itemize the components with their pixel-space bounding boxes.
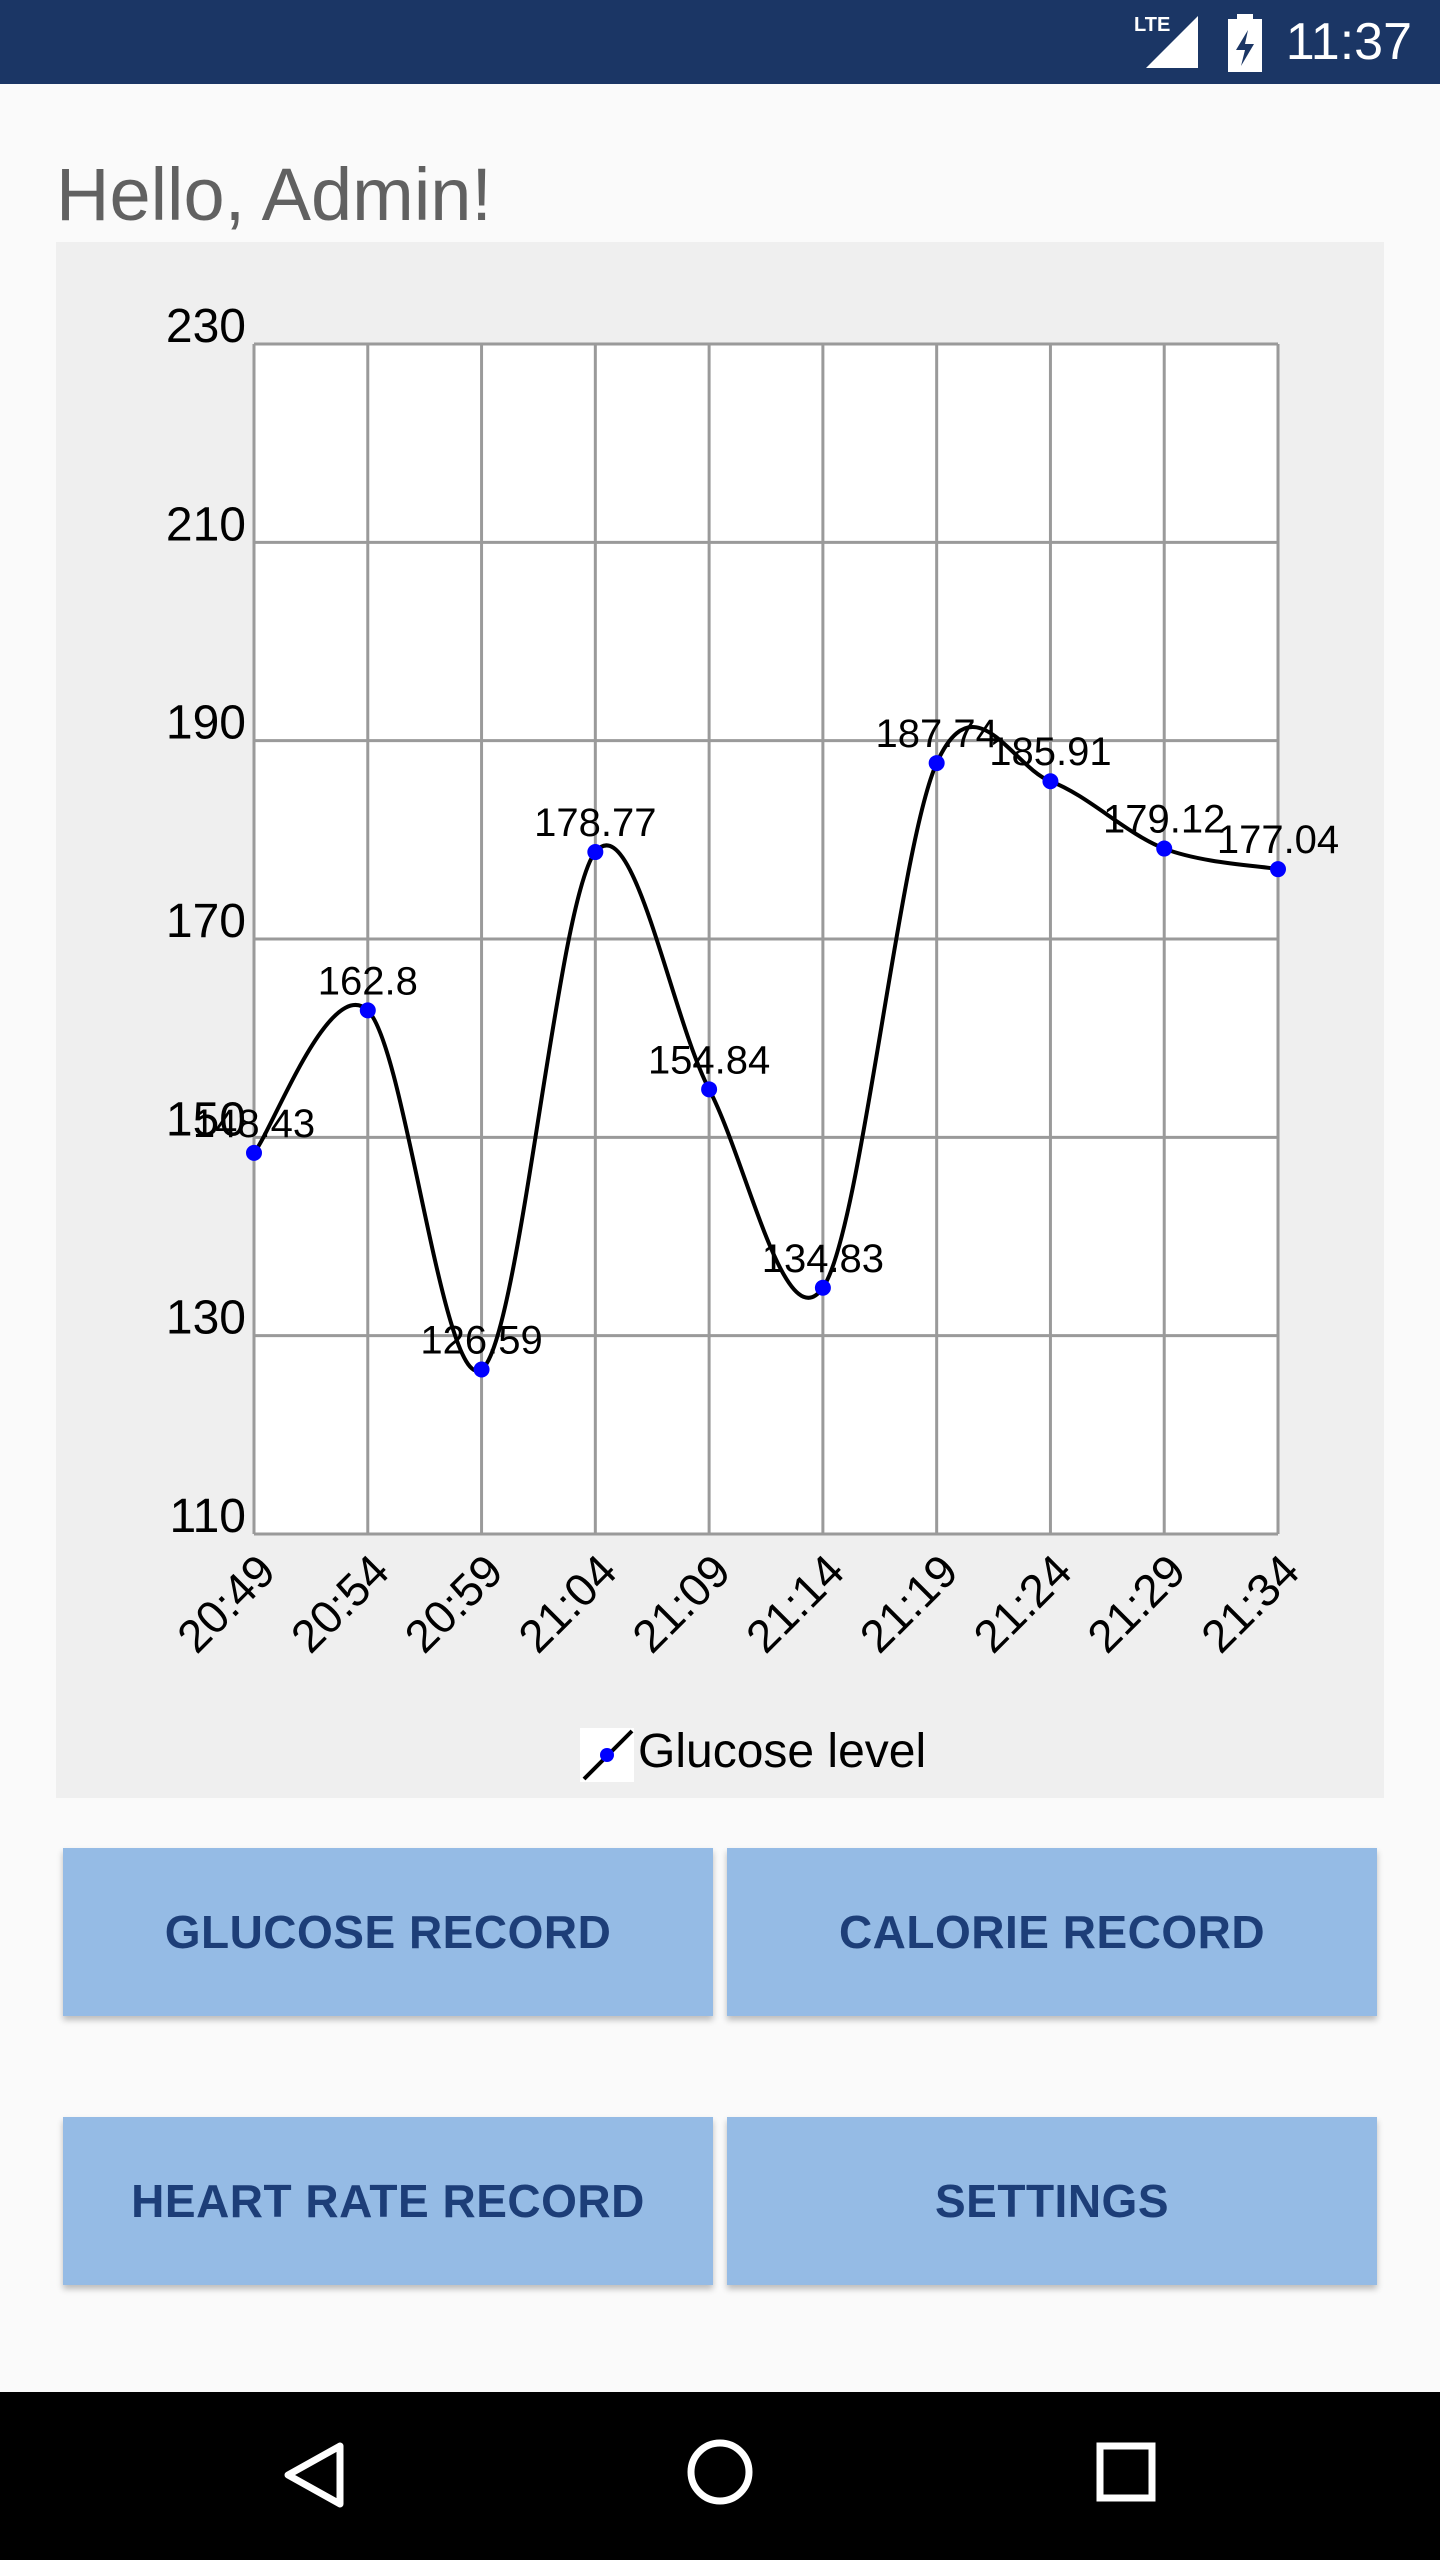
data-label: 178.77 [534,801,656,845]
home-icon[interactable] [686,2438,754,2506]
lte-signal-icon [1146,16,1198,68]
glucose-record-button[interactable]: GLUCOSE RECORD [63,1848,713,2016]
greeting-text: Hello, Admin! [56,153,492,236]
data-label: 185.91 [989,730,1111,774]
data-label: 162.8 [318,959,418,1003]
status-bar: LTE 11:37 [0,0,1440,84]
data-label: 154.84 [648,1038,770,1082]
recents-icon[interactable] [1096,2442,1156,2502]
data-label: 148.43 [193,1102,315,1146]
data-label: 134.83 [762,1237,884,1281]
back-icon[interactable] [282,2440,346,2510]
y-tick-label: 170 [166,895,246,948]
calorie-record-button[interactable]: CALORIE RECORD [727,1848,1377,2016]
data-point [814,1279,831,1296]
legend: Glucose level [580,1725,926,1782]
data-point [928,755,945,772]
navigation-bar [0,2392,1440,2560]
x-tick-label: 21:09 [622,1544,740,1662]
y-tick-label: 190 [166,697,246,750]
data-point [1270,861,1286,878]
legend-point-icon [600,1748,614,1762]
data-point [359,1002,376,1019]
glucose-chart: 20:49 20:54 20:59 21:04 21:09 21:14 21:19 21:24… [56,242,1384,1798]
x-tick-label: 21:34 [1191,1544,1309,1662]
y-tick-label: 130 [166,1292,246,1345]
settings-button[interactable]: SETTINGS [727,2117,1377,2285]
data-point [1156,840,1173,857]
heart-rate-record-button[interactable]: HEART RATE RECORD [63,2117,713,2285]
data-label: 187.74 [875,712,997,756]
data-point [473,1361,490,1378]
data-point [1042,773,1059,790]
clock: 11:37 [1285,13,1412,71]
battery-icon [1228,14,1262,72]
x-tick-label: 20:49 [167,1544,285,1662]
x-tick-label: 21:19 [850,1544,968,1662]
x-tick-label: 20:59 [394,1544,512,1662]
network-type: LTE [1134,14,1171,36]
x-tick-label: 21:04 [508,1544,626,1662]
x-tick-label: 21:24 [963,1544,1081,1662]
data-point [587,844,604,861]
x-tick-label: 20:54 [281,1544,399,1662]
y-tick-label: 230 [166,300,246,353]
chart-svg: 20:4920:5420:5921:0421:0921:1421:1921:24… [166,300,1339,1782]
y-tick-label: 110 [169,1490,246,1543]
data-point [246,1144,262,1161]
data-label: 126.59 [420,1318,542,1362]
data-label: 179.12 [1103,798,1225,842]
x-tick-label: 21:14 [736,1544,854,1662]
y-tick-label: 150 [166,1093,246,1146]
y-tick-label: 210 [166,498,246,551]
x-tick-label: 21:29 [1077,1544,1195,1662]
data-point [701,1081,718,1098]
data-label: 177.04 [1217,818,1339,862]
legend-label: Glucose level [638,1725,926,1778]
